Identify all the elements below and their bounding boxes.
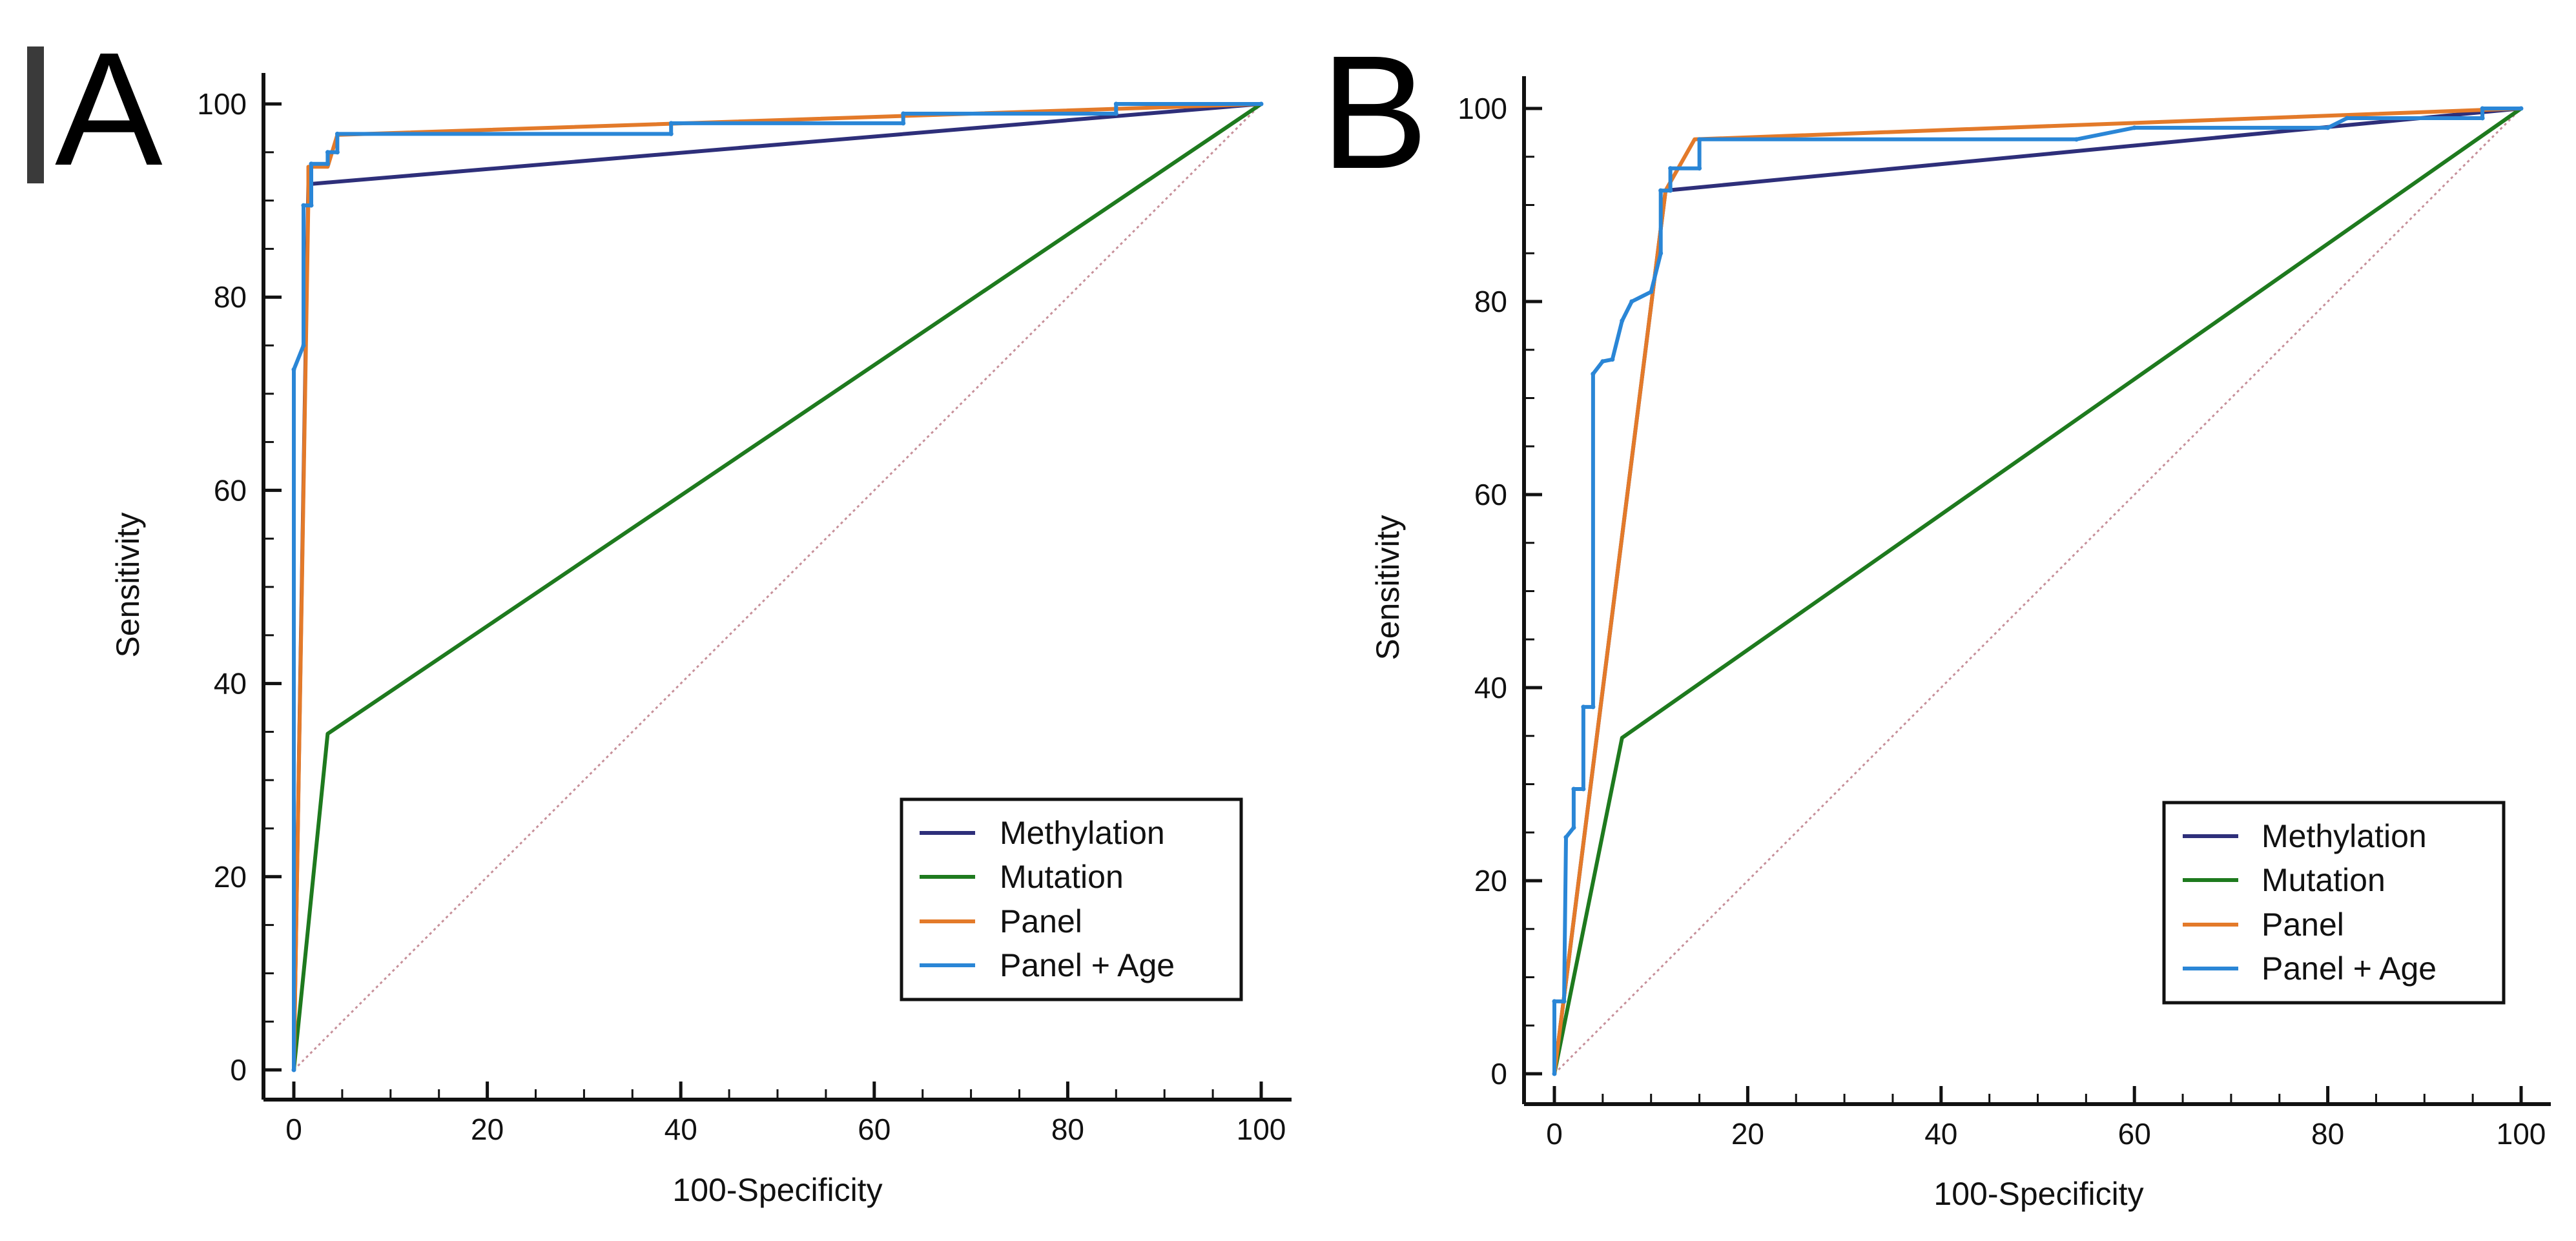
panel-a-panel-age-point (309, 161, 314, 167)
panel-b-reference-diagonal (1553, 107, 2522, 1075)
panel-b-y-tick-label: 60 (1474, 478, 1507, 511)
panel-a-x-tick-label: 20 (471, 1113, 504, 1146)
panel-b-x-tick-label: 80 (2311, 1117, 2344, 1151)
panel-b-panel-age-point (1552, 1071, 1557, 1076)
panel-b-panel-age-point (1697, 166, 1702, 171)
panel-b-panel-age-point (1649, 289, 1654, 294)
panel-a-reference-diagonal (293, 103, 1262, 1071)
panel-a-panel-age-point (309, 203, 314, 208)
panel-a-legend-panel: Panel (1000, 903, 1082, 939)
panel-a-panel-age-point (1113, 101, 1118, 107)
panel-b-panel-age-point (1561, 999, 1567, 1004)
panel-a-panel-age-point (668, 121, 674, 126)
panel-b-panel-age-point (1571, 786, 1576, 792)
panel-b-panel-age-point (1552, 999, 1557, 1004)
panel-a-letter: A (55, 19, 163, 199)
panel-b-panel-age-point (2480, 116, 2485, 121)
panel-b-panel-age-point (1620, 318, 1625, 323)
panel-a-panel-age-point (291, 367, 296, 372)
panel-b-x-tick-label: 60 (2118, 1117, 2151, 1151)
panel-b-panel-age-point (2132, 125, 2137, 130)
panel-a-panel-age-point (291, 1067, 296, 1072)
panel-a-y-tick-label: 60 (214, 473, 247, 507)
panel-b-panel-age-point (1591, 371, 1596, 376)
panel-a-panel-age-point (1259, 101, 1264, 107)
panel-b-legend-mutation: Mutation (2262, 862, 2385, 898)
panel-b-x-tick-label: 100 (2497, 1117, 2546, 1151)
panel-b-x-tick-label: 20 (1731, 1117, 1764, 1151)
panel-a-panel-age-point (301, 343, 306, 348)
panel-a-panel-age-point (335, 150, 340, 155)
panel-b-panel-age-point (2519, 106, 2524, 111)
panel-b-panel-age-point (1668, 166, 1673, 171)
panel-a-label-bar (27, 46, 44, 183)
panel-b-panel-age-point (2074, 137, 2079, 142)
panel-b-panel-age-point (1629, 299, 1634, 304)
panel-a-chart: A 0 20 40 60 80 100 0 20 40 60 80 100 100-Specifici… (27, 19, 1292, 1208)
panel-b-y-tick-label: 20 (1474, 864, 1507, 897)
panel-a-legend: Methylation Mutation Panel Panel + Age (900, 797, 1243, 1001)
panel-b-panel-age-point (1658, 188, 1664, 193)
panel-b-y-tick-label: 0 (1490, 1057, 1507, 1091)
panel-a-y-axis-title: Sensitivity (110, 512, 146, 657)
panel-a-panel-age-point (901, 121, 906, 126)
panel-a-series-mutation (292, 102, 1263, 1072)
panel-b-series-panel (1552, 107, 2523, 1076)
panel-a-x-tick-label: 80 (1051, 1113, 1084, 1146)
panel-a-x-tick-label: 0 (285, 1113, 302, 1146)
panel-a-series-panel (292, 102, 1263, 1072)
panel-b-panel-age-point (1658, 251, 1664, 256)
panel-a-panel-age-point (901, 111, 906, 116)
panel-b-legend-panel-age: Panel + Age (2262, 950, 2437, 987)
panel-b-x-axis-title: 100-Specificity (1933, 1176, 2143, 1212)
panel-b-panel-age-point (1581, 786, 1586, 792)
panel-a-panel-age-point (335, 131, 340, 136)
panel-a-x-axis-title: 100-Specificity (672, 1172, 882, 1208)
panel-b-y-tick-label: 40 (1474, 671, 1507, 704)
panel-b-legend-methylation: Methylation (2262, 818, 2427, 854)
panel-b-panel-age-point (1581, 704, 1586, 710)
panel-b-plot-area: 0 20 40 60 80 100 0 20 40 60 80 100 (1458, 76, 2551, 1151)
panel-b-panel-age-point (1563, 835, 1569, 840)
panel-b-panel-age-point (1668, 188, 1673, 193)
panel-b-panel-age-point (2480, 106, 2485, 111)
panel-b-panel-age-point (1697, 137, 1702, 142)
panel-a-y-tick-label: 100 (197, 87, 247, 121)
panel-a-plot-area: 0 20 40 60 80 100 0 20 40 60 80 100 (197, 73, 1292, 1146)
panel-b-panel-age-point (2345, 116, 2350, 121)
panel-a-y-tick-label: 40 (214, 667, 247, 701)
panel-a-x-tick-label: 40 (665, 1113, 697, 1146)
panel-a-panel-age-point (668, 131, 674, 136)
panel-b-letter: B (1321, 22, 1428, 202)
panel-b-legend-panel: Panel (2262, 907, 2344, 943)
panel-b-panel-age-point (1600, 359, 1605, 364)
panel-a-x-tick-label: 100 (1237, 1113, 1286, 1146)
panel-b-chart: B 0 20 40 60 80 100 0 20 40 60 80 100 100-Specifici… (1321, 22, 2551, 1212)
panel-b-x-tick-label: 40 (1924, 1117, 1957, 1151)
panel-b-panel-age-point (1591, 704, 1596, 710)
panel-b-series-panel-age (1552, 107, 2523, 1076)
panel-a-x-tick-label: 60 (858, 1113, 891, 1146)
panel-b-y-tick-label: 100 (1458, 92, 1507, 125)
panel-b-y-tick-label: 80 (1474, 285, 1507, 318)
panel-a-legend-mutation: Mutation (1000, 859, 1124, 895)
panel-a-panel-age-point (301, 203, 306, 208)
panel-b-legend: Methylation Mutation Panel Panel + Age (2162, 801, 2506, 1005)
panel-a-panel-age-point (325, 150, 330, 155)
panel-a-panel-age-point (325, 161, 330, 167)
panel-a-y-tick-label: 20 (214, 860, 247, 894)
panel-a-panel-age-point (1113, 111, 1118, 116)
panel-b-panel-age-point (1610, 357, 1615, 362)
panel-b-y-axis-title: Sensitivity (1370, 515, 1406, 660)
panel-b-panel-age-point (2325, 125, 2331, 130)
panel-a-legend-panel-age: Panel + Age (1000, 947, 1175, 983)
panel-a-y-tick-label: 80 (214, 280, 247, 314)
panel-b-x-tick-label: 0 (1546, 1117, 1563, 1151)
panel-a-legend-methylation: Methylation (1000, 815, 1165, 851)
panel-b-series-mutation (1552, 107, 2523, 1076)
panel-b-panel-age-point (1571, 825, 1576, 830)
panel-a-y-tick-label: 0 (230, 1053, 247, 1087)
